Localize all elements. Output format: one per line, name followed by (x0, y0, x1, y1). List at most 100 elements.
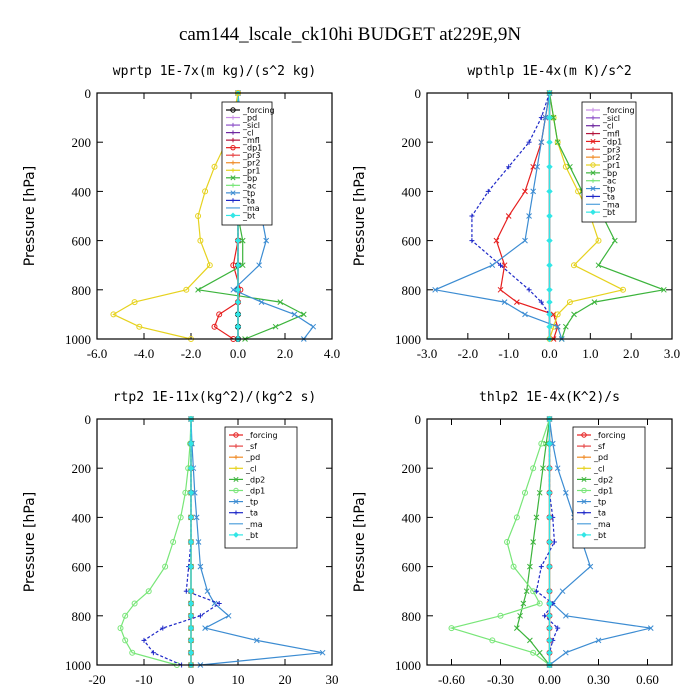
data-point (234, 286, 242, 294)
legend-label: _cl (602, 122, 614, 131)
data-point (239, 262, 246, 269)
data-point (595, 637, 602, 644)
y-tick-label: 400 (402, 510, 422, 525)
data-point (590, 209, 596, 216)
data-point (187, 464, 195, 472)
y-tick-label: 0 (415, 86, 422, 101)
data-point (432, 286, 439, 293)
data-point (540, 465, 546, 472)
data-point (590, 186, 596, 192)
data-point (263, 237, 270, 244)
data-series (546, 89, 553, 343)
y-tick-label: 1000 (65, 332, 91, 347)
legend-label: _cl (245, 464, 257, 473)
data-point (211, 323, 218, 330)
data-point (230, 107, 236, 113)
data-point (513, 299, 520, 305)
data-point (233, 499, 239, 505)
data-point (291, 311, 298, 318)
legend-label: _bt (593, 531, 606, 540)
y-tick-label: 800 (72, 283, 92, 298)
legend-label: _ma (242, 204, 260, 213)
y-tick-label: 0 (85, 86, 92, 101)
data-point (197, 237, 204, 244)
data-point (554, 311, 561, 318)
y-tick-label: 800 (402, 283, 422, 298)
legend-label: _bp (242, 174, 257, 183)
x-tick-label: -0.30 (487, 672, 514, 687)
data-point (193, 514, 200, 521)
data-point (183, 286, 190, 293)
panel-title: wpthlp 1E-4x(m K)/s^2 (467, 64, 631, 79)
y-tick-label: 400 (72, 184, 92, 199)
x-tick-label: 0 (188, 672, 195, 687)
data-point (504, 539, 511, 545)
data-point (530, 539, 537, 545)
data-point (187, 440, 195, 447)
data-point (581, 531, 587, 538)
panel-title: thlp2 1E-4x(K^2)/s (479, 390, 620, 405)
data-point (233, 432, 239, 438)
legend: _forcing _sf _pd _cl _dp2 _dp1 _tp _ta _ma _bt (224, 426, 298, 549)
data-point (202, 625, 208, 631)
y-tick-label: 600 (72, 234, 92, 249)
data-point (162, 563, 169, 570)
data-point (497, 612, 504, 619)
y-tick-label: 200 (72, 135, 92, 150)
data-point (522, 237, 528, 244)
data-point (562, 489, 569, 496)
y-tick-label: 1000 (395, 332, 421, 347)
data-point (300, 311, 307, 318)
data-point (523, 588, 530, 595)
data-point (187, 489, 195, 497)
series-line (471, 92, 551, 339)
data-point (567, 163, 573, 170)
data-point (234, 323, 242, 330)
data-point (122, 612, 129, 619)
data-point (230, 190, 236, 196)
data-point (170, 539, 177, 545)
data-point (526, 213, 532, 219)
data-point (272, 323, 279, 330)
y-axis-label: Pressure [hPa] (352, 166, 368, 266)
legend-box (581, 101, 637, 223)
x-tick-label: 0.30 (587, 672, 610, 687)
legend-label: _forcing (242, 106, 275, 115)
legend-label: _dp1 (593, 487, 613, 496)
y-tick-label: 1000 (65, 658, 91, 673)
data-point (256, 262, 263, 269)
data-point (197, 563, 204, 570)
legend-label: _forcing (602, 106, 635, 115)
legend-label: _forcing (245, 431, 278, 440)
data-point (187, 637, 195, 644)
data-series (141, 416, 222, 668)
data-point (581, 499, 587, 505)
x-tick-label: 2.0 (623, 346, 639, 361)
chart-panel: rtp2 1E-11x(kg^2)/(kg^2 s) Pressure [hPa]… (22, 390, 339, 687)
data-point (510, 563, 517, 570)
data-point (527, 637, 533, 644)
data-point (546, 538, 553, 546)
legend-label: _bp (602, 169, 617, 178)
data-point (206, 262, 213, 269)
y-axis-label: Pressure [hPa] (22, 492, 38, 592)
data-point (195, 539, 202, 545)
data-point (225, 612, 232, 619)
legend-label: _ac (242, 181, 256, 190)
data-point (493, 237, 500, 244)
y-tick-label: 200 (72, 461, 92, 476)
y-tick-label: 800 (72, 609, 92, 624)
x-tick-label: -1.0 (498, 346, 519, 361)
data-point (542, 114, 549, 121)
legend-label: _sf (245, 442, 257, 451)
data-point (530, 649, 537, 656)
x-tick-label: -20 (88, 672, 105, 687)
data-point (177, 514, 184, 521)
data-point (230, 144, 236, 151)
legend-label: _ma (602, 200, 620, 209)
x-tick-label: -0.60 (438, 672, 465, 687)
data-series (187, 415, 195, 669)
legend-label: _sf (593, 442, 605, 451)
legend-label: _dp1 (602, 137, 622, 146)
x-tick-label: -2.0 (458, 346, 479, 361)
